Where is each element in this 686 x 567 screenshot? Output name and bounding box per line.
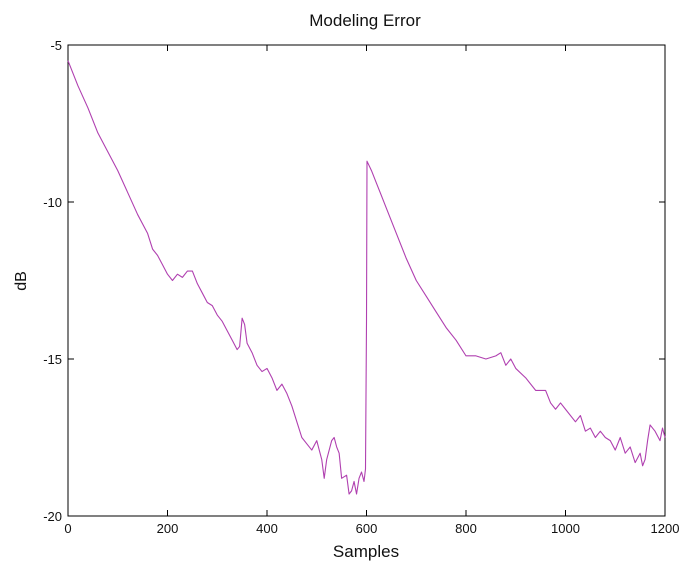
y-axis-label: dB: [13, 271, 30, 291]
y-tick-label: -5: [50, 38, 62, 53]
x-tick-label: 800: [455, 521, 477, 536]
series-line: [67, 60, 666, 495]
y-tick-label: -15: [43, 352, 62, 367]
x-tick-label: 1000: [551, 521, 580, 536]
x-tick-label: 400: [256, 521, 278, 536]
y-tick-label: -20: [43, 509, 62, 524]
axis-ticks: 0 200 400 600 800 1000 1200 -5 -10 -15 -20: [43, 38, 679, 536]
x-tick-label: 600: [356, 521, 378, 536]
x-axis-label: Samples: [333, 542, 399, 561]
x-tick-label: 200: [157, 521, 179, 536]
x-tick-label: 0: [64, 521, 71, 536]
y-tick-label: -10: [43, 195, 62, 210]
x-tick-label: 1200: [651, 521, 680, 536]
chart-title: Modeling Error: [309, 11, 421, 30]
